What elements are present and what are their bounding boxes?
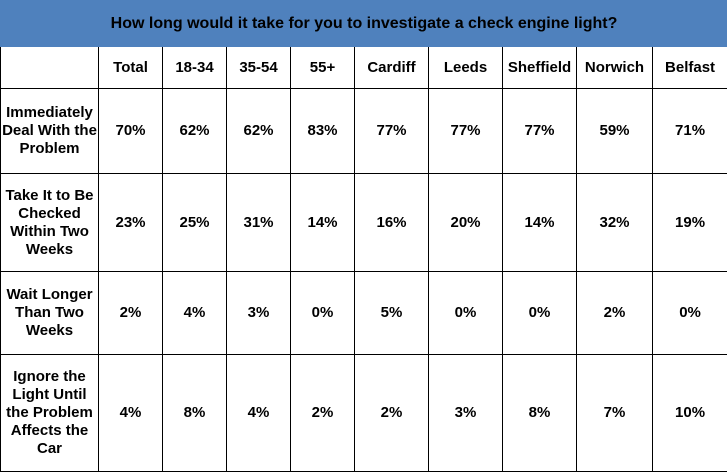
table-body: Immediately Deal With the Problem 70% 62% 6… — [0, 88, 727, 472]
column-header: Norwich — [576, 46, 653, 89]
column-header: Cardiff — [354, 46, 429, 89]
table-cell: 4% — [226, 354, 291, 472]
table-cell: 16% — [354, 172, 429, 273]
table-row: Immediately Deal With the Problem 70% 62% 6… — [0, 88, 727, 174]
table-cell: 23% — [98, 172, 163, 273]
table-cell: 2% — [354, 354, 429, 472]
table-cell: 25% — [162, 172, 227, 273]
table-row: Ignore the Light Until the Problem Affec… — [0, 354, 727, 472]
row-label: Ignore the Light Until the Problem Affec… — [0, 354, 99, 472]
table-cell: 77% — [354, 88, 429, 174]
column-header: 35-54 — [226, 46, 291, 89]
table-cell: 70% — [98, 88, 163, 174]
row-label: Immediately Deal With the Problem — [0, 88, 99, 174]
table-cell: 3% — [226, 271, 291, 356]
table-cell: 77% — [502, 88, 577, 174]
table-cell: 2% — [576, 271, 653, 356]
table-cell: 4% — [162, 271, 227, 356]
table-cell: 14% — [502, 172, 577, 273]
table-title: How long would it take for you to invest… — [0, 0, 727, 47]
table-cell: 19% — [651, 172, 727, 273]
table-row: Take It to Be Checked Within Two Weeks 23… — [0, 172, 727, 273]
table-cell: 0% — [428, 271, 503, 356]
table-cell: 8% — [162, 354, 227, 472]
column-header: 18-34 — [162, 46, 227, 89]
corner-cell — [0, 46, 99, 89]
table-cell: 4% — [98, 354, 163, 472]
table-cell: 20% — [428, 172, 503, 273]
row-label: Wait Longer Than Two Weeks — [0, 271, 99, 356]
table-cell: 10% — [651, 354, 727, 472]
row-label: Take It to Be Checked Within Two Weeks — [0, 172, 99, 273]
column-header: Belfast — [651, 46, 727, 89]
table-cell: 62% — [162, 88, 227, 174]
table-cell: 7% — [576, 354, 653, 472]
table-cell: 3% — [428, 354, 503, 472]
table-cell: 5% — [354, 271, 429, 356]
column-header: Total — [98, 46, 163, 89]
table-cell: 2% — [98, 271, 163, 356]
table-cell: 83% — [290, 88, 355, 174]
table-cell: 2% — [290, 354, 355, 472]
table-cell: 31% — [226, 172, 291, 273]
table-cell: 0% — [651, 271, 727, 356]
table-cell: 77% — [428, 88, 503, 174]
table-cell: 0% — [502, 271, 577, 356]
column-header: 55+ — [290, 46, 355, 89]
table-cell: 14% — [290, 172, 355, 273]
column-header: Leeds — [428, 46, 503, 89]
table-cell: 59% — [576, 88, 653, 174]
table-cell: 32% — [576, 172, 653, 273]
table-row: Wait Longer Than Two Weeks 2% 4% 3% 0% 5% 0% 0%… — [0, 271, 727, 356]
column-header: Sheffield — [502, 46, 577, 89]
table-cell: 71% — [651, 88, 727, 174]
table-cell: 0% — [290, 271, 355, 356]
table-cell: 8% — [502, 354, 577, 472]
column-header-row: Total 18-34 35-54 55+ Cardiff Leeds Sheffield N… — [0, 46, 727, 89]
table-cell: 62% — [226, 88, 291, 174]
